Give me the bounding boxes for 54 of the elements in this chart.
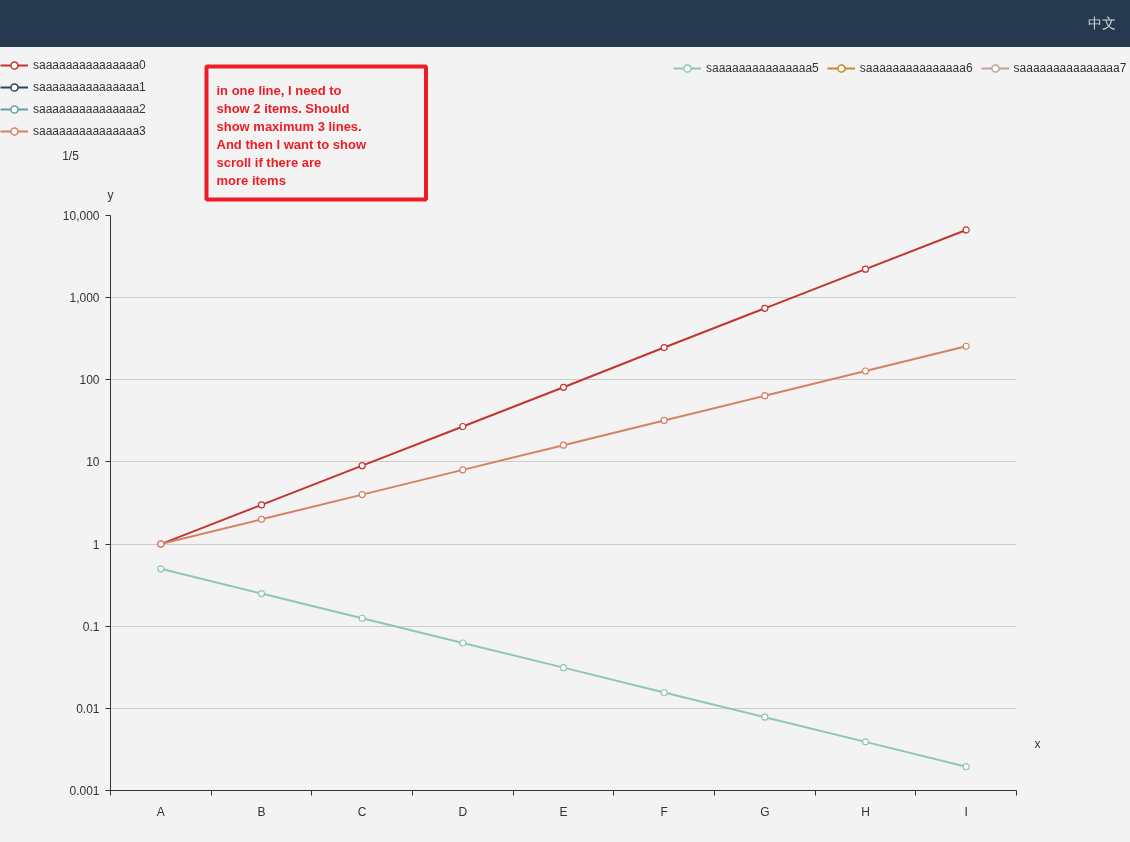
text: in one line, I need to show 2 items. Should show maximum 3 lines. And then I want to show scroll if there are more items — [216, 82, 367, 188]
x-tick-label: G — [760, 804, 770, 819]
point — [559, 383, 568, 391]
y-tick-label: 0.1 — [82, 619, 100, 634]
point — [257, 589, 266, 598]
point — [962, 763, 970, 771]
point — [962, 342, 970, 350]
x-tick-label: C — [357, 804, 367, 819]
y-axis-title: y — [107, 187, 114, 202]
point — [761, 304, 769, 312]
point — [459, 422, 467, 431]
text: 中文 — [0, 0, 1130, 47]
y-tick-label: 100 — [79, 373, 100, 388]
point — [257, 501, 266, 509]
y-tick-label: 10,000 — [62, 209, 100, 223]
legend-label: saaaaaaaaaaaaaaa6 — [859, 60, 973, 77]
point — [660, 343, 668, 352]
point — [559, 664, 568, 672]
legend-label: saaaaaaaaaaaaaaa1 — [33, 79, 146, 96]
point — [660, 688, 668, 697]
point — [157, 565, 165, 573]
point — [257, 515, 266, 523]
y-tick-label: 10 — [86, 455, 100, 470]
y-tick-label: 1,000 — [69, 291, 100, 306]
point — [358, 491, 366, 499]
legend-label: saaaaaaaaaaaaaaa5 — [706, 60, 819, 77]
point — [559, 441, 568, 449]
x-tick-label: B — [257, 804, 266, 819]
point — [459, 639, 467, 647]
x-tick-label: H — [861, 804, 870, 819]
point — [660, 416, 668, 425]
point — [861, 738, 870, 746]
y-tick-label: 1 — [92, 537, 100, 552]
point — [761, 713, 769, 721]
point — [861, 265, 870, 273]
x-tick-label: A — [156, 804, 165, 819]
x-tick-label: E — [559, 804, 568, 819]
legend-label: saaaaaaaaaaaaaaa3 — [33, 123, 146, 140]
point — [358, 462, 366, 470]
point — [861, 367, 870, 375]
point — [962, 226, 970, 234]
text: 1/5 — [62, 148, 80, 163]
point — [761, 392, 769, 400]
y-tick-label: 0.001 — [69, 784, 100, 798]
point — [358, 614, 366, 622]
point — [459, 466, 467, 474]
x-tick-label: I — [964, 804, 968, 819]
legend-label: saaaaaaaaaaaaaaa0 — [33, 57, 146, 74]
y-tick-label: 0.01 — [76, 701, 100, 716]
legend-label: saaaaaaaaaaaaaaa7 — [1013, 60, 1127, 77]
x-tick-label: F — [660, 804, 668, 819]
x-tick-label: D — [458, 804, 468, 819]
x-axis-title: x — [1034, 736, 1041, 751]
legend-label: saaaaaaaaaaaaaaa2 — [33, 101, 146, 118]
